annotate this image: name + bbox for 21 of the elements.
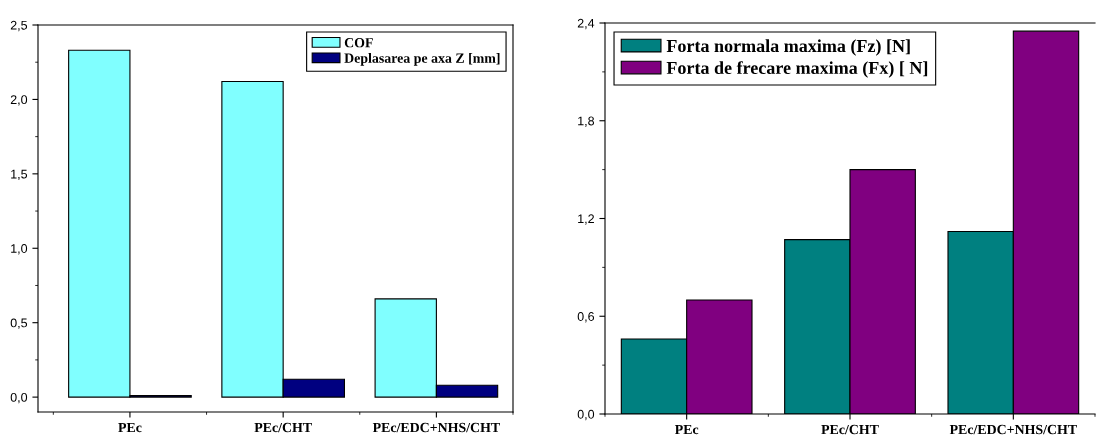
- x-tick-label: PEc: [118, 422, 142, 433]
- y-tick-label: 0,0: [10, 392, 28, 404]
- legend-label: Deplasarea pe axa Z [mm]: [344, 53, 500, 66]
- y-tick-label: 0,6: [577, 312, 595, 323]
- x-tick-label: PEc/EDC+NHS/CHT: [949, 424, 1077, 435]
- x-tick-label: PEc/CHT: [821, 424, 879, 435]
- y-tick-label: 2,5: [10, 20, 28, 32]
- y-tick-label: 1,8: [578, 116, 595, 127]
- y-tick-label: 2,4: [577, 18, 595, 30]
- y-tick-label: 2,0: [10, 95, 28, 106]
- y-tick-label: 1,2: [578, 214, 594, 225]
- legend-label: Forta normala maxima (Fz) [N]: [666, 39, 910, 56]
- x-tick-label: PEc/CHT: [254, 422, 312, 433]
- y-tick-label: 0,0: [577, 409, 595, 421]
- x-tick-label: PEc/EDC+NHS/CHT: [372, 422, 500, 433]
- y-tick-label: 1,5: [11, 169, 28, 180]
- legend-label: COF: [344, 38, 373, 48]
- x-tick-label: PEc: [674, 424, 699, 435]
- legend-label: Forta de frecare maxima (Fx) [ N]: [666, 61, 928, 78]
- y-tick-label: 1,0: [11, 244, 28, 255]
- y-tick-label: 0,5: [10, 318, 28, 329]
